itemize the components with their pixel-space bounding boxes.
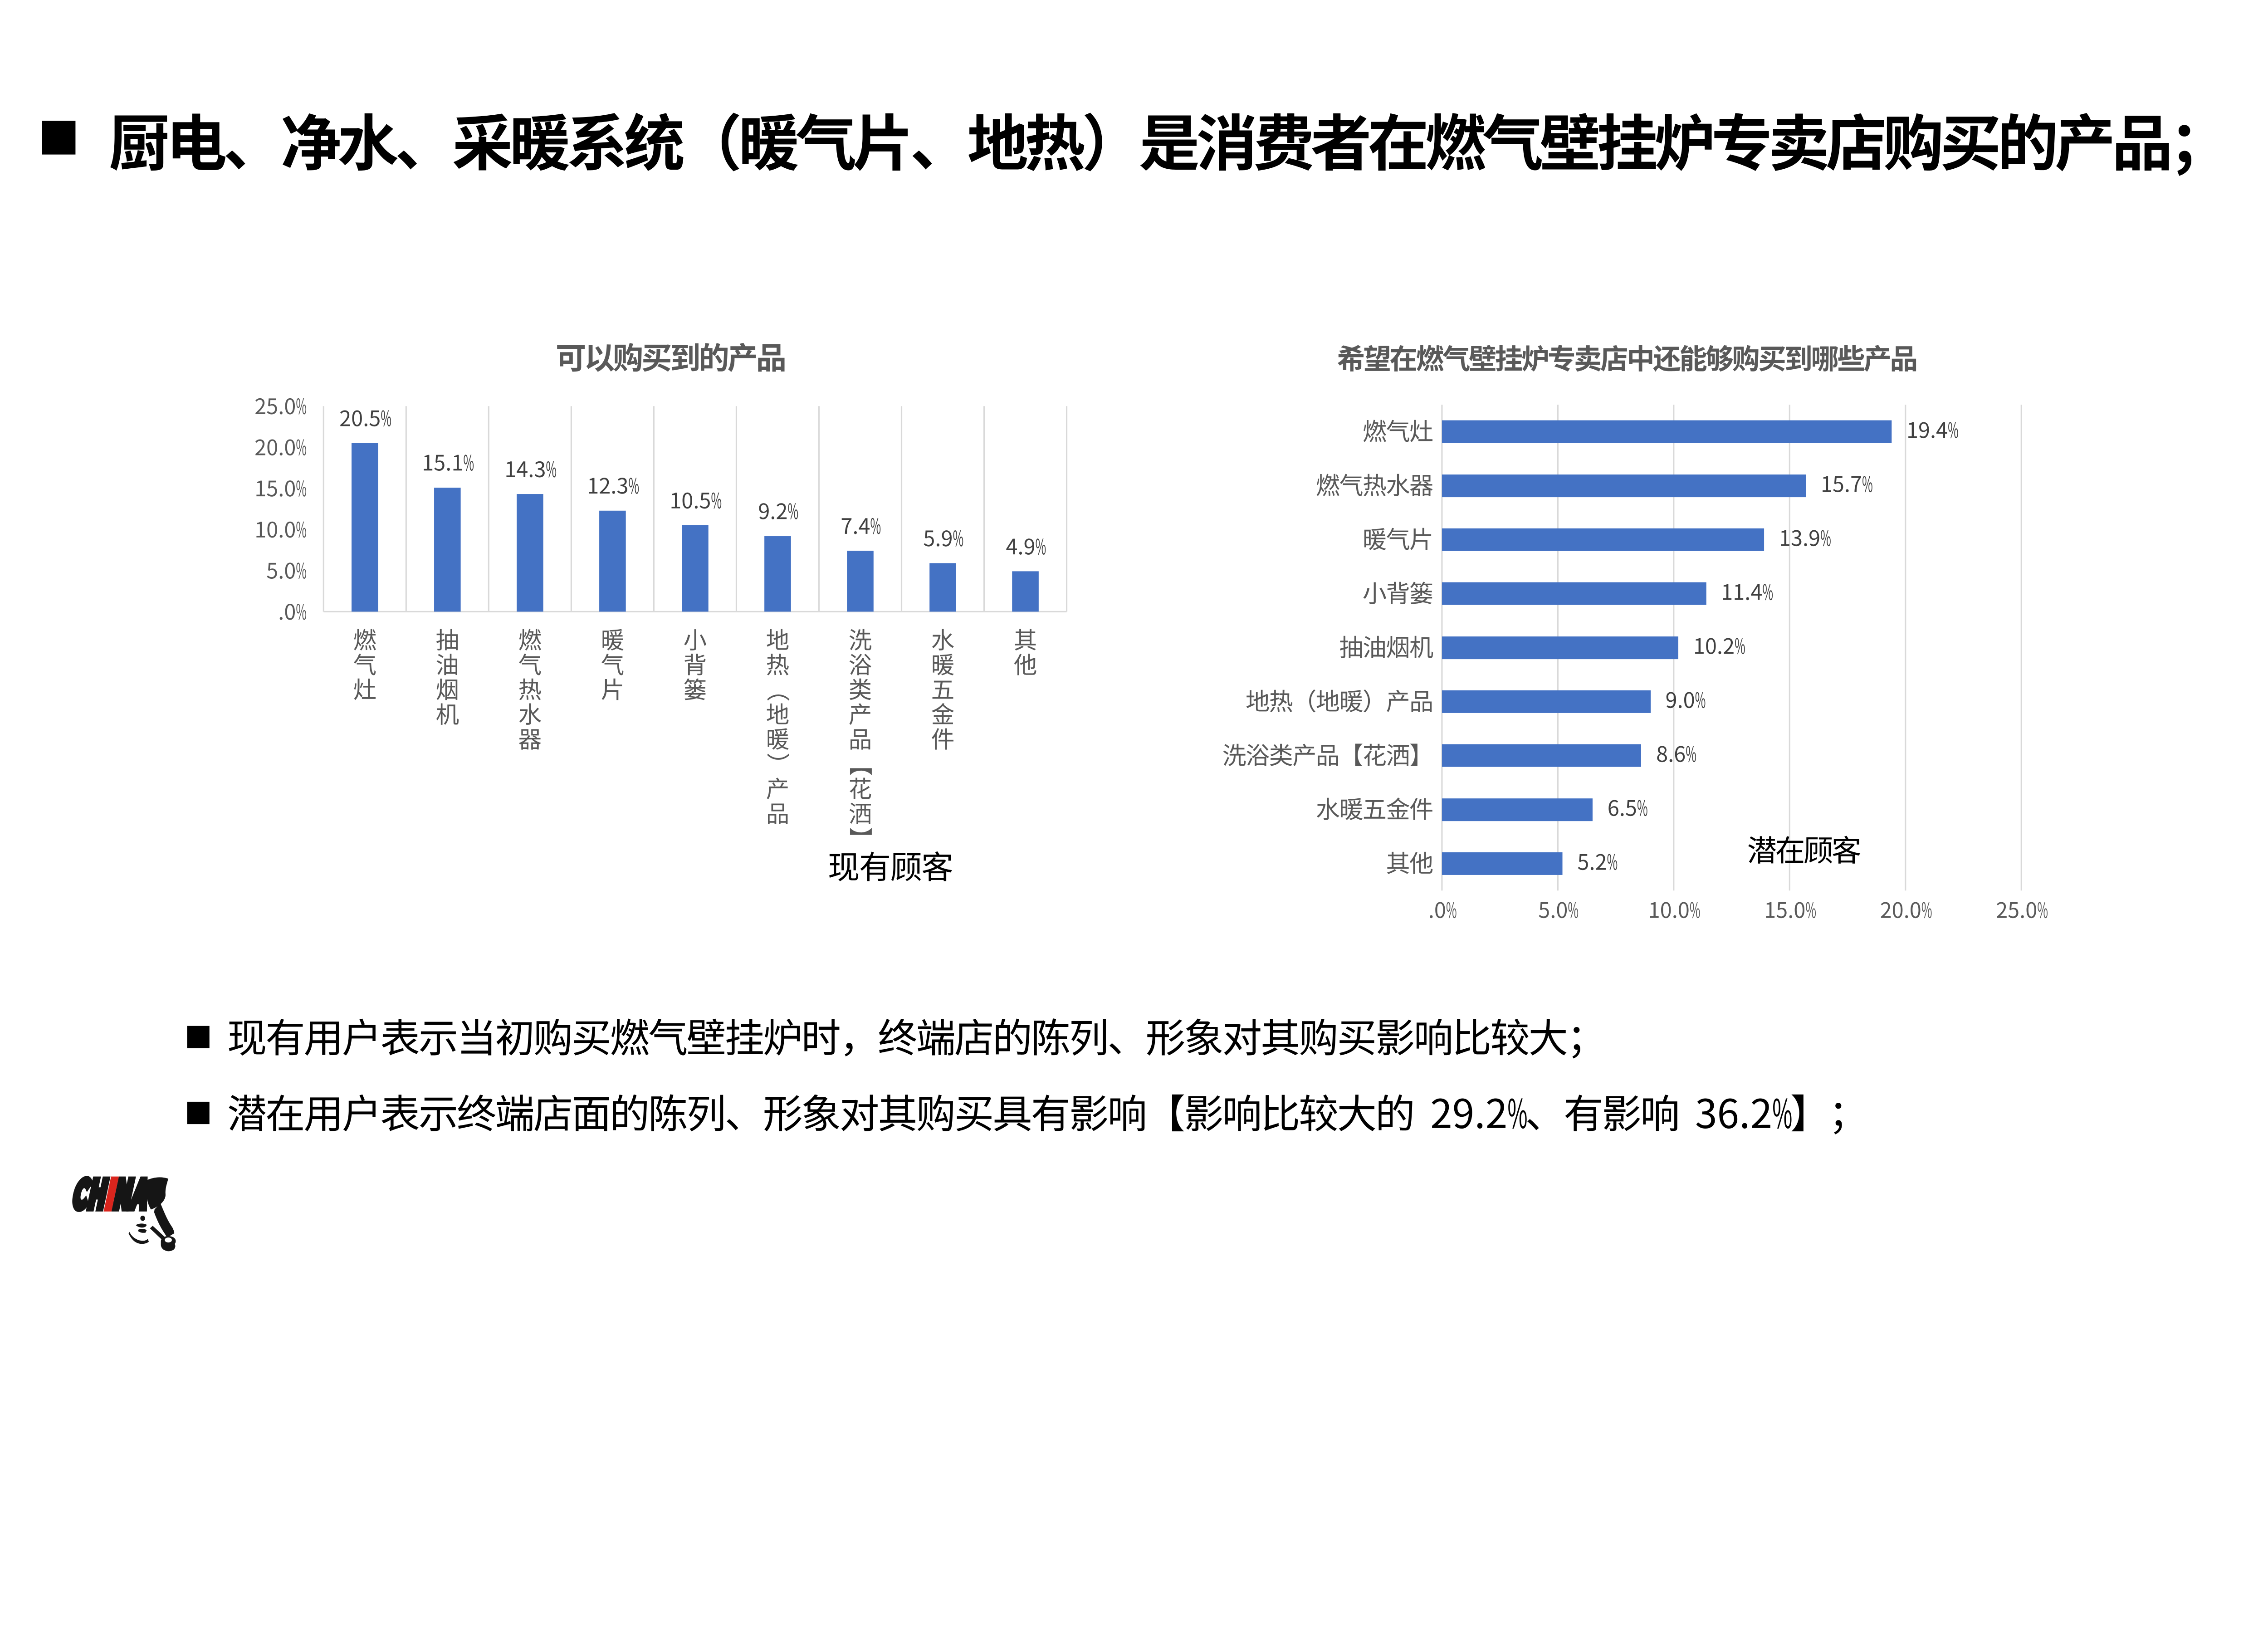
right-chart-gridline <box>1789 405 1790 891</box>
logo: CHINA <box>64 1169 199 1276</box>
bar-抽油烟机 <box>1442 636 1679 659</box>
bar-燃气热水器 <box>1442 474 1806 497</box>
bar-暖气片 <box>599 510 626 612</box>
left-chart-gridline <box>1066 406 1068 612</box>
title-bullet-marker <box>42 121 76 155</box>
bar-小背篓 <box>682 525 709 612</box>
left-chart-gridline <box>983 406 985 612</box>
left-chart-gridline <box>900 406 903 612</box>
bar-其他 <box>1012 571 1039 612</box>
left-chart-gridline <box>818 406 820 612</box>
bar-洗浴类产品【花洒】 <box>1442 744 1642 767</box>
bar-洗浴类产品【花洒】 <box>847 551 874 612</box>
bullet-marker-2 <box>187 1101 210 1125</box>
left-chart-gridline <box>488 406 489 612</box>
logo-smoker-silhouette <box>128 1177 176 1252</box>
bar-水暖五金件 <box>929 563 956 612</box>
bar-燃气灶 <box>352 443 378 612</box>
left-chart-gridline <box>653 406 655 612</box>
left-chart-gridline <box>570 406 572 612</box>
bar-地热（地暖）产品 <box>764 536 791 612</box>
bar-小背篓 <box>1442 582 1706 605</box>
bar-暖气片 <box>1442 528 1765 551</box>
right-chart-gridline <box>1905 405 1906 891</box>
slide: 厨电、净水、采暖系统（暖气片、地热）是消费者在燃气壁挂炉专卖店购买的产品； 可以… <box>42 112 2192 1276</box>
right-chart-gridline <box>2020 405 2022 891</box>
bar-其他 <box>1442 852 1563 875</box>
bar-水暖五金件 <box>1442 798 1593 821</box>
bar-燃气灶 <box>1442 420 1892 443</box>
bar-抽油烟机 <box>434 487 461 612</box>
bar-地热（地暖）产品 <box>1442 690 1651 713</box>
left-chart-gridline <box>323 406 324 612</box>
left-chart-gridline <box>405 406 407 612</box>
left-chart-x-axis-line <box>323 611 1067 612</box>
bullet-marker-1 <box>187 1026 210 1048</box>
bar-燃气热水器 <box>517 494 543 612</box>
left-chart-gridline <box>735 406 737 612</box>
